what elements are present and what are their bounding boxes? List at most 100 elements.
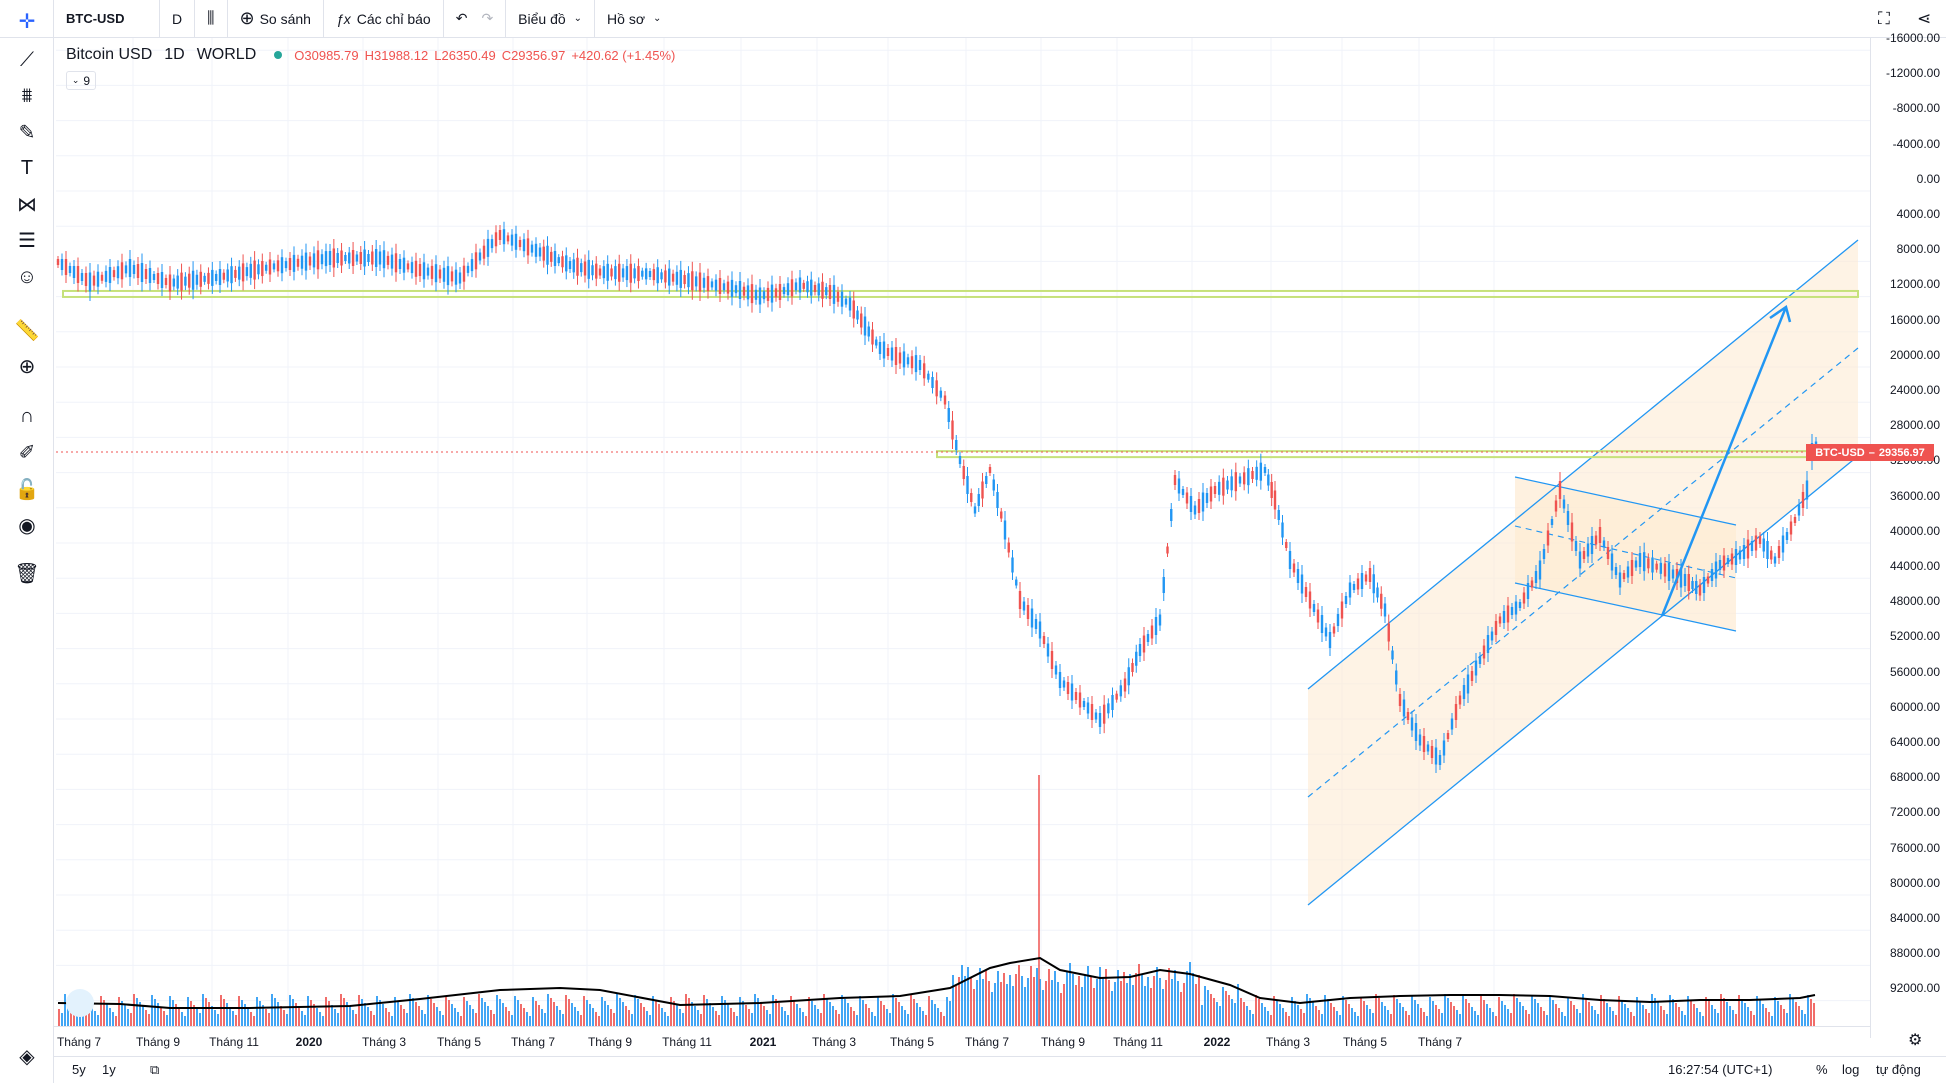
volume-bar: [1267, 1011, 1269, 1026]
auto-toggle[interactable]: tự động: [1876, 1062, 1921, 1077]
compare-button[interactable]: ⊕ So sánh: [228, 0, 324, 38]
candle: [996, 492, 999, 508]
lock-icon[interactable]: 🔓: [14, 478, 40, 501]
crosshair-icon[interactable]: ✛: [18, 10, 36, 33]
log-toggle[interactable]: log: [1842, 1062, 1860, 1077]
volume-bar: [1447, 998, 1449, 1026]
volume-bar: [991, 992, 993, 1026]
candle: [316, 250, 320, 270]
volume-bar: [589, 1004, 591, 1026]
volume-bar: [1141, 975, 1143, 1026]
settings-icon[interactable]: ⚙: [1908, 1032, 1923, 1049]
volume-bar: [1120, 981, 1122, 1026]
volume-bar: [457, 1012, 459, 1026]
volume-bar: [409, 994, 411, 1026]
price-axis[interactable]: -16000.00 -12000.00 -8000.00 -4000.00 0.00 40…: [1870, 31, 1946, 1038]
chart-type-button[interactable]: Biểu đồ ⌄: [506, 0, 596, 38]
indicators-button[interactable]: ƒx Các chỉ báo: [324, 0, 444, 38]
ruler-icon[interactable]: 📏: [14, 319, 40, 342]
candle: [410, 262, 414, 274]
share-icon[interactable]: ⋖: [1917, 9, 1932, 28]
volume-bar: [217, 1014, 219, 1026]
volume-bar: [1480, 996, 1482, 1026]
fib-icon[interactable]: ⩩: [21, 84, 33, 107]
zoom-icon[interactable]: ⊕: [18, 355, 36, 378]
volume-bar: [1114, 982, 1116, 1026]
lock-drawing-icon[interactable]: ✐: [18, 441, 36, 464]
price-tick: 44000.00: [1889, 559, 1940, 573]
volume-bar: [253, 1016, 255, 1026]
volume-bar: [373, 1015, 375, 1026]
time-axis[interactable]: Tháng 7 Tháng 9 Tháng 11 2020 Tháng 3 Tháng 5…: [54, 1026, 1870, 1056]
volume-bar: [811, 1001, 813, 1026]
volume-bar: [166, 1015, 168, 1026]
fullscreen-icon[interactable]: ⛶: [1878, 9, 1890, 28]
time-tick: Tháng 9: [135, 1035, 181, 1049]
trendline-icon[interactable]: ⟋: [20, 48, 34, 71]
brush-icon[interactable]: ✎: [18, 121, 36, 144]
indicator-toggle[interactable]: ⌄ 9: [66, 71, 96, 90]
volume-bar: [1234, 1003, 1236, 1026]
volume-bar: [688, 998, 690, 1026]
text-icon[interactable]: T: [20, 156, 34, 179]
candle: [1691, 581, 1694, 589]
candle: [1514, 601, 1518, 615]
volume-bar: [1486, 1004, 1488, 1026]
plus-circle-icon: ⊕: [239, 8, 255, 28]
candle: [614, 266, 617, 280]
eye-icon[interactable]: ◉: [18, 514, 36, 537]
symbol-search[interactable]: BTC-USD: [0, 0, 160, 38]
emoji-icon[interactable]: ☺: [16, 265, 38, 288]
volume-bar: [490, 1010, 492, 1026]
volume-bar: [481, 998, 483, 1026]
candle: [168, 274, 172, 292]
volume-bar: [1201, 1005, 1203, 1026]
volume-bar: [1312, 1002, 1314, 1026]
profile-button[interactable]: Hồ sơ ⌄: [595, 0, 673, 38]
layers-icon[interactable]: ◈: [19, 1045, 35, 1068]
fx-icon: ƒx: [335, 10, 351, 27]
candle: [363, 249, 366, 267]
volume-bar: [1492, 1012, 1494, 1026]
volume-bar: [586, 1000, 588, 1026]
candles-icon[interactable]: ⫼: [195, 0, 228, 38]
candle: [1205, 493, 1209, 503]
percent-toggle[interactable]: %: [1816, 1062, 1828, 1077]
candle: [910, 356, 914, 369]
range-5y-button[interactable]: 5y: [72, 1062, 86, 1077]
volume-bar: [817, 1009, 819, 1026]
candle: [1734, 549, 1738, 565]
volume-bar: [1483, 1000, 1485, 1026]
candle: [359, 252, 362, 264]
redo-icon[interactable]: ↷: [481, 10, 494, 26]
volume-bar: [1255, 995, 1257, 1026]
volume-bar: [1615, 1015, 1617, 1026]
volume-bar: [1015, 974, 1017, 1026]
candle: [1226, 480, 1229, 490]
candle: [1550, 519, 1554, 525]
volume-bar: [1252, 1014, 1254, 1026]
prediction-icon[interactable]: ☰: [18, 229, 36, 252]
pattern-icon[interactable]: ⋈: [17, 193, 37, 216]
candle: [1647, 558, 1650, 569]
volume-bar: [64, 994, 66, 1026]
volume-bar: [1420, 1008, 1422, 1026]
volume-bar: [580, 1015, 582, 1026]
candle: [852, 300, 855, 319]
volume-bar: [601, 997, 603, 1026]
volume-bar: [937, 1008, 939, 1026]
date-range-icon[interactable]: ⧉: [150, 1062, 160, 1077]
volume-bar: [544, 1013, 546, 1026]
trash-icon[interactable]: 🗑: [14, 562, 40, 585]
candle: [790, 279, 794, 297]
range-1y-button[interactable]: 1y: [102, 1062, 116, 1077]
magnet-icon[interactable]: ∩: [19, 404, 35, 427]
volume-bar: [265, 1009, 267, 1026]
volume-bar: [1078, 976, 1080, 1026]
interval-button[interactable]: D: [160, 0, 196, 38]
volume-bar: [1060, 993, 1062, 1026]
candle: [931, 377, 934, 388]
volume-bar: [724, 1000, 726, 1026]
undo-icon[interactable]: ↶: [455, 10, 468, 26]
